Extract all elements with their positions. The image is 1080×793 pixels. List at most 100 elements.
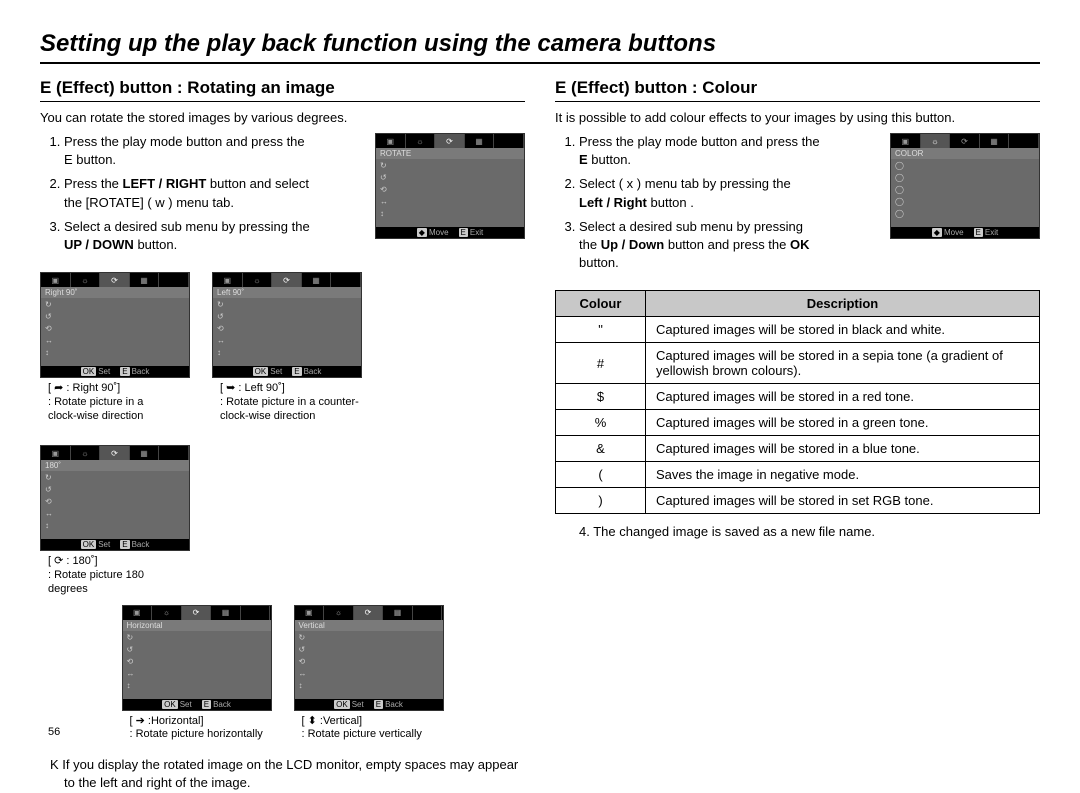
table-row: # Captured images will be stored in a se… [556,343,1040,384]
bold-text: OK [790,237,810,252]
colour-desc-cell: Captured images will be stored in a red … [646,384,1040,410]
lcd-tab-icon: ☼ [71,273,101,287]
lcd-key: OK [81,367,97,376]
lcd-foot-item: OKSet [81,540,111,549]
lcd-tab-icon: ⟳ [182,606,212,620]
rotate-thumb-lcd: ▣ ☼ ⟳ ▦ Vertical ↻ ↺ ⟲ ↔ ↕ OKSet EBack [294,605,444,711]
rotate-thumb-lcd: ▣ ☼ ⟳ ▦ Left 90˚ ↻ ↺ ⟲ ↔ ↕ OKSet EBack [212,272,362,378]
lcd-key: E [374,700,383,709]
lcd-tab-icon: ⟳ [354,606,384,620]
thumb-caption: [ ⬍ :Vertical] : Rotate picture vertical… [294,715,444,743]
lcd-tab-icon: ▦ [465,134,495,148]
lcd-tabs: ▣ ☼ ⟳ ▦ [891,134,1039,148]
lcd-key: E [459,228,468,237]
lcd-foot-label: Move [944,228,964,237]
step-text: Press the [64,176,123,191]
step-text: button and select [206,176,309,191]
lcd-tab-icon: ☼ [324,606,354,620]
rotate-thumb-lcd: ▣ ☼ ⟳ ▦ Horizontal ↻ ↺ ⟲ ↔ ↕ OKSet EBack [122,605,272,711]
lcd-menu-icon: ↺ [45,485,185,495]
lcd-tab-icon: ▣ [41,446,71,460]
lcd-body: ↻ ↺ ⟲ ↔ ↕ [213,298,361,366]
colour-step-3: Select a desired sub menu by pressing th… [579,218,878,273]
step-text: Select a desired sub menu by pressing [579,219,803,234]
lcd-tab-spacer [159,446,189,460]
rotate-thumb-lcd: ▣ ☼ ⟳ ▦ Right 90˚ ↻ ↺ ⟲ ↔ ↕ OKSet EBack [40,272,190,378]
lcd-tab-spacer [331,273,361,287]
lcd-key: E [120,540,129,549]
rotate-main-lcd: ▣ ☼ ⟳ ▦ ROTATE ↻ ↺ ⟲ ↔ ↕ ◆Move EExit [375,133,525,239]
lcd-foot-item: OKSet [334,700,364,709]
lcd-menu-icon: ⟲ [127,657,267,667]
lcd-tab-spacer [241,606,271,620]
rotate-thumb-lcd: ▣ ☼ ⟳ ▦ 180˚ ↻ ↺ ⟲ ↔ ↕ OKSet EBack [40,445,190,551]
lcd-tab-icon: ⟳ [272,273,302,287]
lcd-footer: OKSet EBack [213,366,361,377]
lcd-body: ◯ ◯ ◯ ◯ ◯ [891,159,1039,227]
lcd-foot-item: EBack [292,367,321,376]
lcd-menu-icon: ↺ [217,312,357,322]
lcd-tab-icon: ☼ [921,134,951,148]
lcd-key: OK [81,540,97,549]
caption-line: clock-wise direction [48,410,190,424]
bold-text: E [579,152,588,167]
lcd-menu-icon: ↕ [299,681,439,691]
lcd-tab-icon: ☼ [152,606,182,620]
lcd-tab-icon: ☼ [406,134,436,148]
rotate-thumb: ▣ ☼ ⟳ ▦ Right 90˚ ↻ ↺ ⟲ ↔ ↕ OKSet EBack … [40,272,190,423]
lcd-label: Horizontal [123,620,271,631]
caption-line: [ ➥ : Left 90˚] [220,382,362,396]
lcd-foot-label: Move [429,228,449,237]
lcd-tab-icon: ☼ [71,446,101,460]
step-text: the [579,237,601,252]
lcd-footer: OKSet EBack [123,699,271,710]
lcd-tabs: ▣ ☼ ⟳ ▦ [295,606,443,620]
lcd-foot-item: OKSet [162,700,192,709]
lcd-menu-icon: ↺ [380,173,520,183]
rotate-intro: You can rotate the stored images by vari… [40,110,525,125]
lcd-menu-icon: ↔ [217,336,357,346]
lcd-menu-icon: ↻ [380,161,520,171]
rotate-note: K If you display the rotated image on th… [40,756,525,792]
lcd-foot-item: EBack [374,700,403,709]
lcd-menu-icon: ↔ [45,336,185,346]
lcd-key: E [292,367,301,376]
step-text: button. [579,255,619,270]
colour-symbol-cell: " [556,317,646,343]
lcd-label: 180˚ [41,460,189,471]
thumb-caption: [ ➥ : Left 90˚] : Rotate picture in a co… [212,382,362,423]
table-row: " Captured images will be stored in blac… [556,317,1040,343]
colour-steps-block: Press the play mode button and press the… [555,133,1040,278]
lcd-menu-icon: ↺ [299,645,439,655]
lcd-foot-item: EExit [974,228,999,237]
rotate-steps-block: Press the play mode button and press the… [40,133,525,260]
lcd-tab-spacer [413,606,443,620]
caption-line: clock-wise direction [220,410,362,424]
colour-symbol-cell: ( [556,462,646,488]
thumb-caption: [ ⟳ : 180˚] : Rotate picture 180 degrees [40,555,190,596]
lcd-tab-icon: ▦ [211,606,241,620]
lcd-tab-icon: ▦ [302,273,332,287]
colour-step-2: Select ( x ) menu tab by pressing the Le… [579,175,878,211]
rotate-thumb: ▣ ☼ ⟳ ▦ Vertical ↻ ↺ ⟲ ↔ ↕ OKSet EBack [… [294,605,444,743]
lcd-menu-icon: ⟲ [45,497,185,507]
right-column: E (Effect) button : Colour It is possibl… [555,78,1040,793]
lcd-label: COLOR [891,148,1039,159]
left-column: E (Effect) button : Rotating an image Yo… [40,78,525,793]
lcd-key: E [202,700,211,709]
table-row: $ Captured images will be stored in a re… [556,384,1040,410]
lcd-footer: OKSet EBack [41,539,189,550]
rotate-thumb: ▣ ☼ ⟳ ▦ 180˚ ↻ ↺ ⟲ ↔ ↕ OKSet EBack [ ⟳ :… [40,445,190,596]
lcd-menu-icon: ↕ [217,348,357,358]
caption-line: : Rotate picture 180 [48,569,190,583]
lcd-tab-spacer [1009,134,1039,148]
bold-text: LEFT / RIGHT [123,176,207,191]
lcd-body: ↻ ↺ ⟲ ↔ ↕ [41,471,189,539]
lcd-tab-icon: ▦ [980,134,1010,148]
rotate-step-3: Select a desired sub menu by pressing th… [64,218,363,254]
lcd-footer: ◆Move EExit [891,227,1039,238]
caption-line: [ ➦ : Right 90˚] [48,382,190,396]
lcd-menu-icon: ◯ [895,185,1035,195]
lcd-tab-icon: ⟳ [950,134,980,148]
colour-desc-cell: Captured images will be stored in a sepi… [646,343,1040,384]
